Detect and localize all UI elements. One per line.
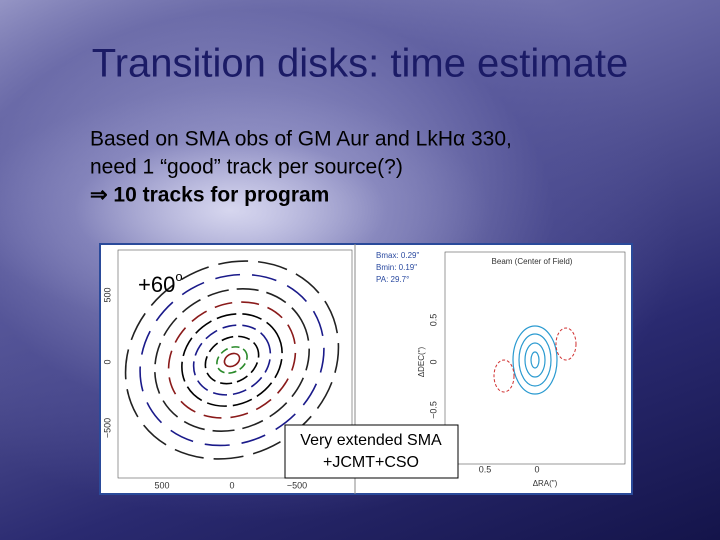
beam-info: Bmax: 0.29" <box>376 251 419 260</box>
uv-frame <box>117 249 353 479</box>
angle-value: +60 <box>138 272 175 297</box>
beam-info: Bmin: 0.19" <box>376 263 417 272</box>
beam-y-tick: 0.5 <box>428 314 438 327</box>
beam-frame <box>444 251 626 465</box>
beam-contours <box>493 325 577 395</box>
uv-y-tick: 500 <box>102 287 112 302</box>
angle-label: +60o <box>138 269 183 296</box>
beam-info: PA: 29.7° <box>376 275 409 284</box>
uv-y-tick: 0 <box>102 359 112 364</box>
uv-x-tick: 0 <box>229 480 234 490</box>
caption-box <box>284 424 459 479</box>
beam-x-tick: 0 <box>534 464 539 474</box>
beam-y-label: ΔDEC(") <box>417 346 426 377</box>
caption-line: Very extended SMA <box>300 432 442 449</box>
uv-x-tick: −500 <box>287 480 307 490</box>
beam-y-tick: 0 <box>428 359 438 364</box>
beam-title: Beam (Center of Field) <box>492 257 573 266</box>
body-line: Based on SMA obs of GM Aur and LkHα 330, <box>90 128 512 151</box>
beam-x-tick: 0.5 <box>479 464 492 474</box>
uv-x-tick: 500 <box>154 480 169 490</box>
beam-y-tick: −0.5 <box>428 401 438 419</box>
body-line: need 1 “good” track per source(?) <box>90 156 403 179</box>
uv-y-tick: −500 <box>102 418 112 438</box>
angle-unit: o <box>175 269 182 284</box>
figure: 500 0 −500 500 0 −500 +60o Bmax: 0.29" B… <box>99 243 633 495</box>
slide-title: Transition disks: time estimate <box>92 42 628 86</box>
beam-x-label: ΔRA(") <box>533 479 558 488</box>
caption-line: +JCMT+CSO <box>323 454 419 471</box>
uv-tracks <box>124 260 340 460</box>
body-line: ⇒ 10 tracks for program <box>90 184 329 207</box>
